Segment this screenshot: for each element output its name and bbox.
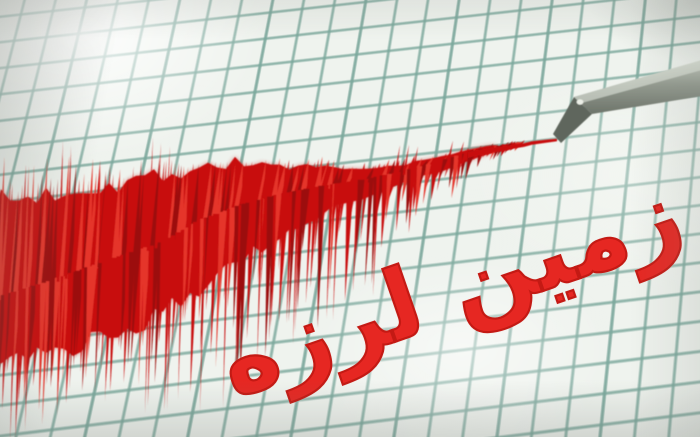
pen-pivot-hole	[577, 99, 584, 104]
earthquake-news-graphic: زمین لرزه	[0, 0, 700, 437]
seismograph-pen	[0, 0, 700, 437]
